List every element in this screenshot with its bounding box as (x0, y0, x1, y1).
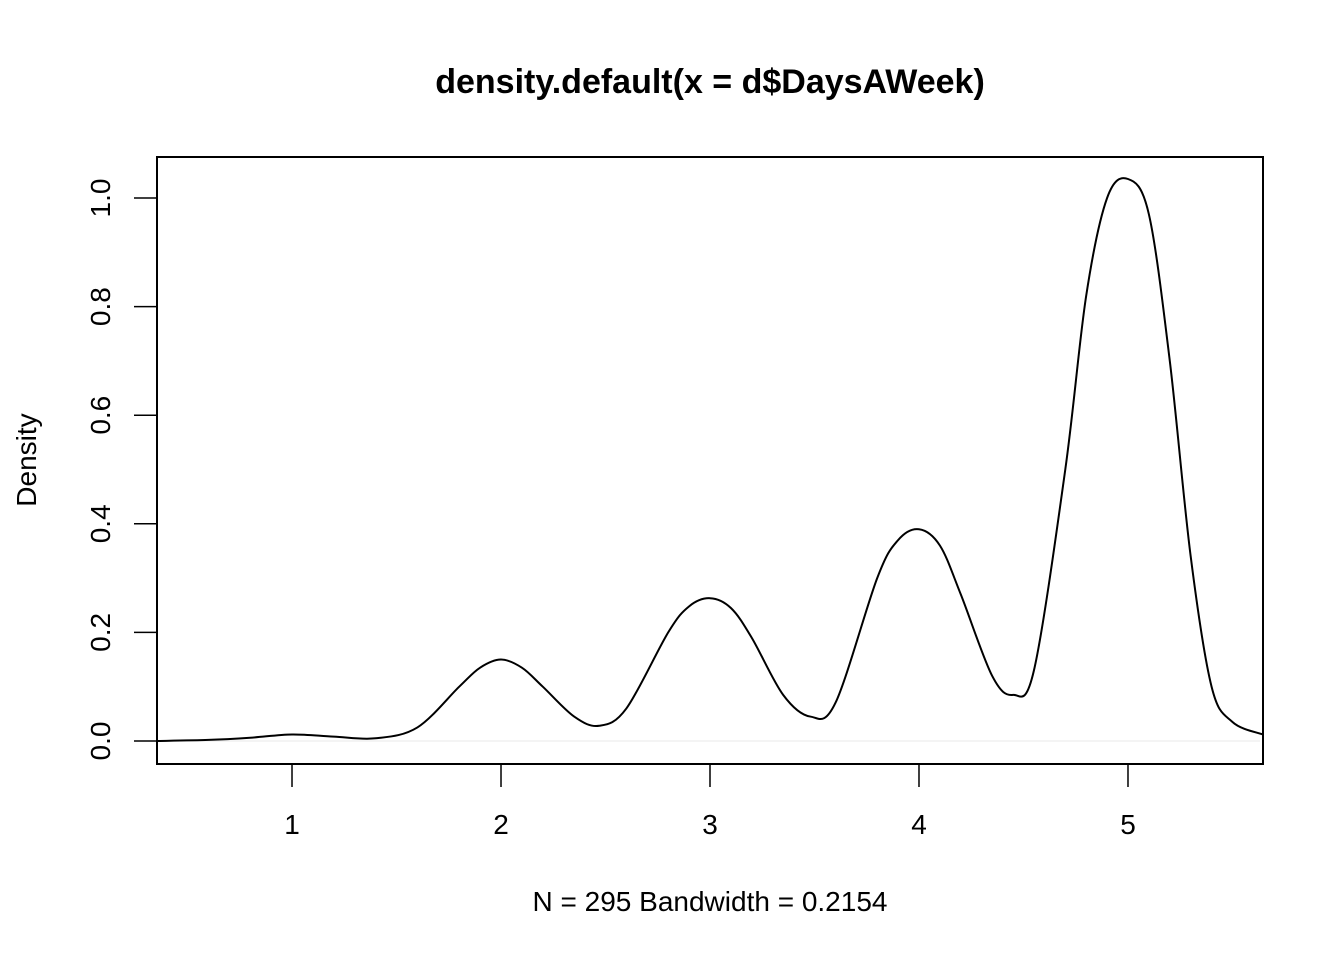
y-axis-label: Density (11, 413, 42, 506)
chart-title: density.default(x = d$DaysAWeek) (435, 63, 985, 101)
y-tick-label: 0.4 (85, 504, 116, 543)
y-tick-label: 0.6 (85, 396, 116, 435)
density-curve (156, 177, 1264, 742)
x-tick-label: 4 (911, 809, 927, 840)
x-axis: 1 2 3 4 5 (284, 763, 1136, 840)
x-tick-label: 2 (493, 809, 509, 840)
y-axis: 0.0 0.2 0.4 0.6 0.8 1.0 (85, 179, 158, 761)
y-tick-label: 0.0 (85, 722, 116, 761)
x-tick-label: 1 (284, 809, 300, 840)
x-tick-label: 5 (1120, 809, 1136, 840)
x-tick-label: 3 (702, 809, 718, 840)
y-tick-label: 0.2 (85, 613, 116, 652)
x-axis-label: N = 295 Bandwidth = 0.2154 (533, 886, 888, 917)
y-tick-label: 1.0 (85, 179, 116, 218)
plot-area-frame (156, 156, 1264, 765)
y-tick-label: 0.8 (85, 287, 116, 326)
